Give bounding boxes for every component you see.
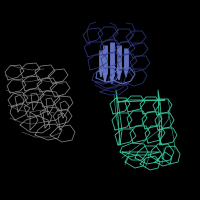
Polygon shape xyxy=(124,69,128,77)
Polygon shape xyxy=(117,72,121,80)
Polygon shape xyxy=(110,76,114,84)
Polygon shape xyxy=(99,69,103,77)
Polygon shape xyxy=(103,74,107,82)
